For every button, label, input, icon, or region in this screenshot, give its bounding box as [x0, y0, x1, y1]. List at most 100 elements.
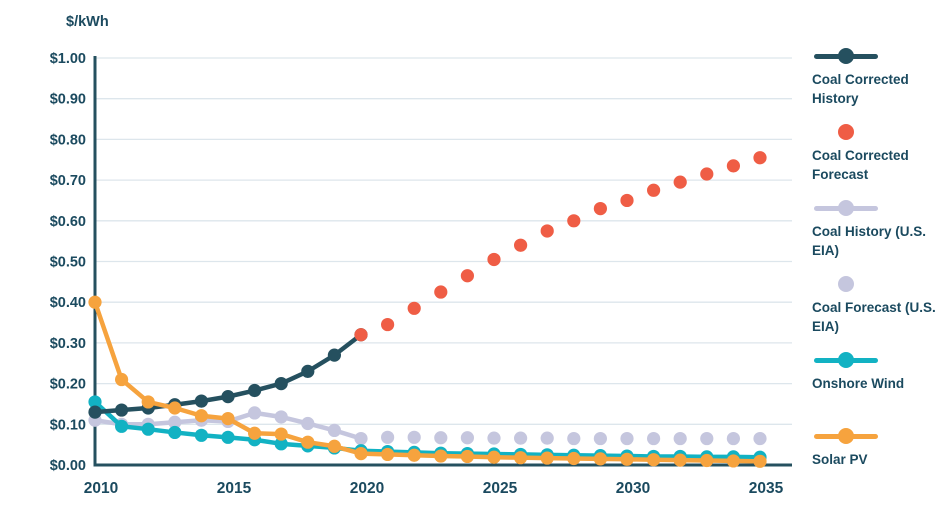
data-point: [381, 447, 395, 462]
chart-legend: Coal Corrected History Coal Corrected For…: [812, 48, 951, 504]
data-point: [88, 295, 102, 309]
data-point: [540, 224, 554, 238]
x-tick-label: 2030: [616, 480, 650, 497]
series-solar-pv: [88, 295, 767, 468]
data-point: [593, 201, 608, 216]
data-point: [726, 159, 741, 173]
data-point: [487, 450, 501, 464]
legend-label: Coal History (U.S. EIA): [812, 224, 927, 258]
legend-dot: [838, 352, 854, 368]
x-tick-label: 2035: [749, 480, 784, 497]
data-point: [726, 454, 741, 468]
data-point: [647, 183, 661, 197]
data-point: [381, 430, 395, 444]
y-tick-label: $0.30: [50, 336, 86, 352]
data-point: [168, 401, 182, 415]
y-tick-label: $0.20: [50, 377, 86, 393]
data-point: [354, 431, 368, 446]
data-point: [460, 449, 474, 464]
data-point: [673, 453, 687, 467]
data-point: [700, 453, 714, 468]
data-point: [274, 427, 288, 441]
legend-item-coal-history-u-s-eia: Coal History (U.S. EIA): [812, 200, 951, 276]
data-point: [88, 405, 102, 419]
data-point: [407, 448, 421, 462]
data-point: [434, 449, 448, 463]
legend-label: Coal Forecast (U.S. EIA): [812, 300, 936, 334]
y-axis-title: $/kWh: [66, 14, 109, 30]
data-point: [487, 431, 501, 445]
data-point: [647, 431, 661, 446]
data-point: [327, 348, 341, 362]
data-point: [221, 412, 235, 426]
y-tick-label: $0.50: [50, 255, 86, 271]
y-tick-label: $0.00: [50, 458, 86, 474]
data-point: [194, 409, 208, 423]
data-point: [593, 452, 608, 466]
data-point: [540, 431, 554, 445]
data-point: [221, 430, 235, 444]
x-tick-label: 2025: [483, 480, 518, 497]
data-point: [168, 425, 182, 440]
legend-dot: [838, 124, 854, 140]
data-point: [673, 175, 687, 189]
data-point: [434, 285, 448, 299]
data-point: [327, 439, 341, 453]
legend-item-solar-pv: Solar PV: [812, 428, 951, 504]
data-point: [700, 431, 714, 446]
legend-label: Onshore Wind: [812, 376, 905, 391]
data-point: [434, 431, 448, 445]
legend-item-coal-corrected-history: Coal Corrected History: [812, 48, 951, 124]
data-point: [194, 428, 208, 442]
data-point: [141, 422, 155, 436]
data-point: [301, 416, 315, 431]
data-point: [700, 167, 714, 181]
series-coal-forecast-u-s-eia: [381, 430, 767, 446]
legend-line-dot-marker: [814, 48, 878, 64]
data-point: [274, 437, 288, 451]
data-point: [274, 410, 288, 424]
data-point: [567, 214, 581, 228]
data-point: [514, 431, 528, 445]
data-point: [141, 395, 155, 409]
data-point: [168, 415, 182, 429]
data-point: [620, 193, 634, 208]
legend-dot: [838, 48, 854, 64]
y-tick-label: $0.70: [50, 173, 86, 189]
legend-dot: [838, 200, 854, 216]
data-point: [593, 431, 608, 446]
y-tick-label: $0.80: [50, 132, 86, 148]
data-point: [514, 451, 528, 465]
data-point: [194, 394, 208, 408]
data-point: [301, 364, 315, 378]
y-tick-label: $0.10: [50, 417, 86, 433]
data-point: [673, 431, 687, 446]
data-point: [88, 395, 102, 409]
data-point: [540, 451, 554, 465]
data-point: [301, 435, 315, 449]
series-coal-corrected-forecast: [354, 151, 767, 342]
data-point: [407, 430, 421, 444]
legend-dot: [838, 276, 854, 292]
y-tick-label: $1.00: [50, 51, 86, 67]
data-point: [647, 453, 661, 467]
legend-label: Solar PV: [812, 452, 868, 467]
data-point: [381, 317, 395, 332]
legend-label: Coal Corrected History: [812, 72, 909, 106]
data-point: [354, 328, 368, 342]
legend-line-dot-marker: [814, 200, 878, 216]
legend-dot-marker: [814, 124, 878, 140]
y-tick-label: $0.90: [50, 92, 86, 108]
data-point: [115, 419, 129, 433]
data-point: [487, 252, 501, 267]
data-point: [753, 454, 767, 468]
data-point: [514, 238, 528, 252]
data-point: [248, 426, 262, 440]
y-tick-label: $0.40: [50, 295, 86, 311]
legend-label: Coal Corrected Forecast: [812, 148, 909, 182]
data-point: [407, 301, 421, 315]
data-point: [460, 431, 474, 445]
legend-line-dot-marker: [814, 352, 878, 368]
